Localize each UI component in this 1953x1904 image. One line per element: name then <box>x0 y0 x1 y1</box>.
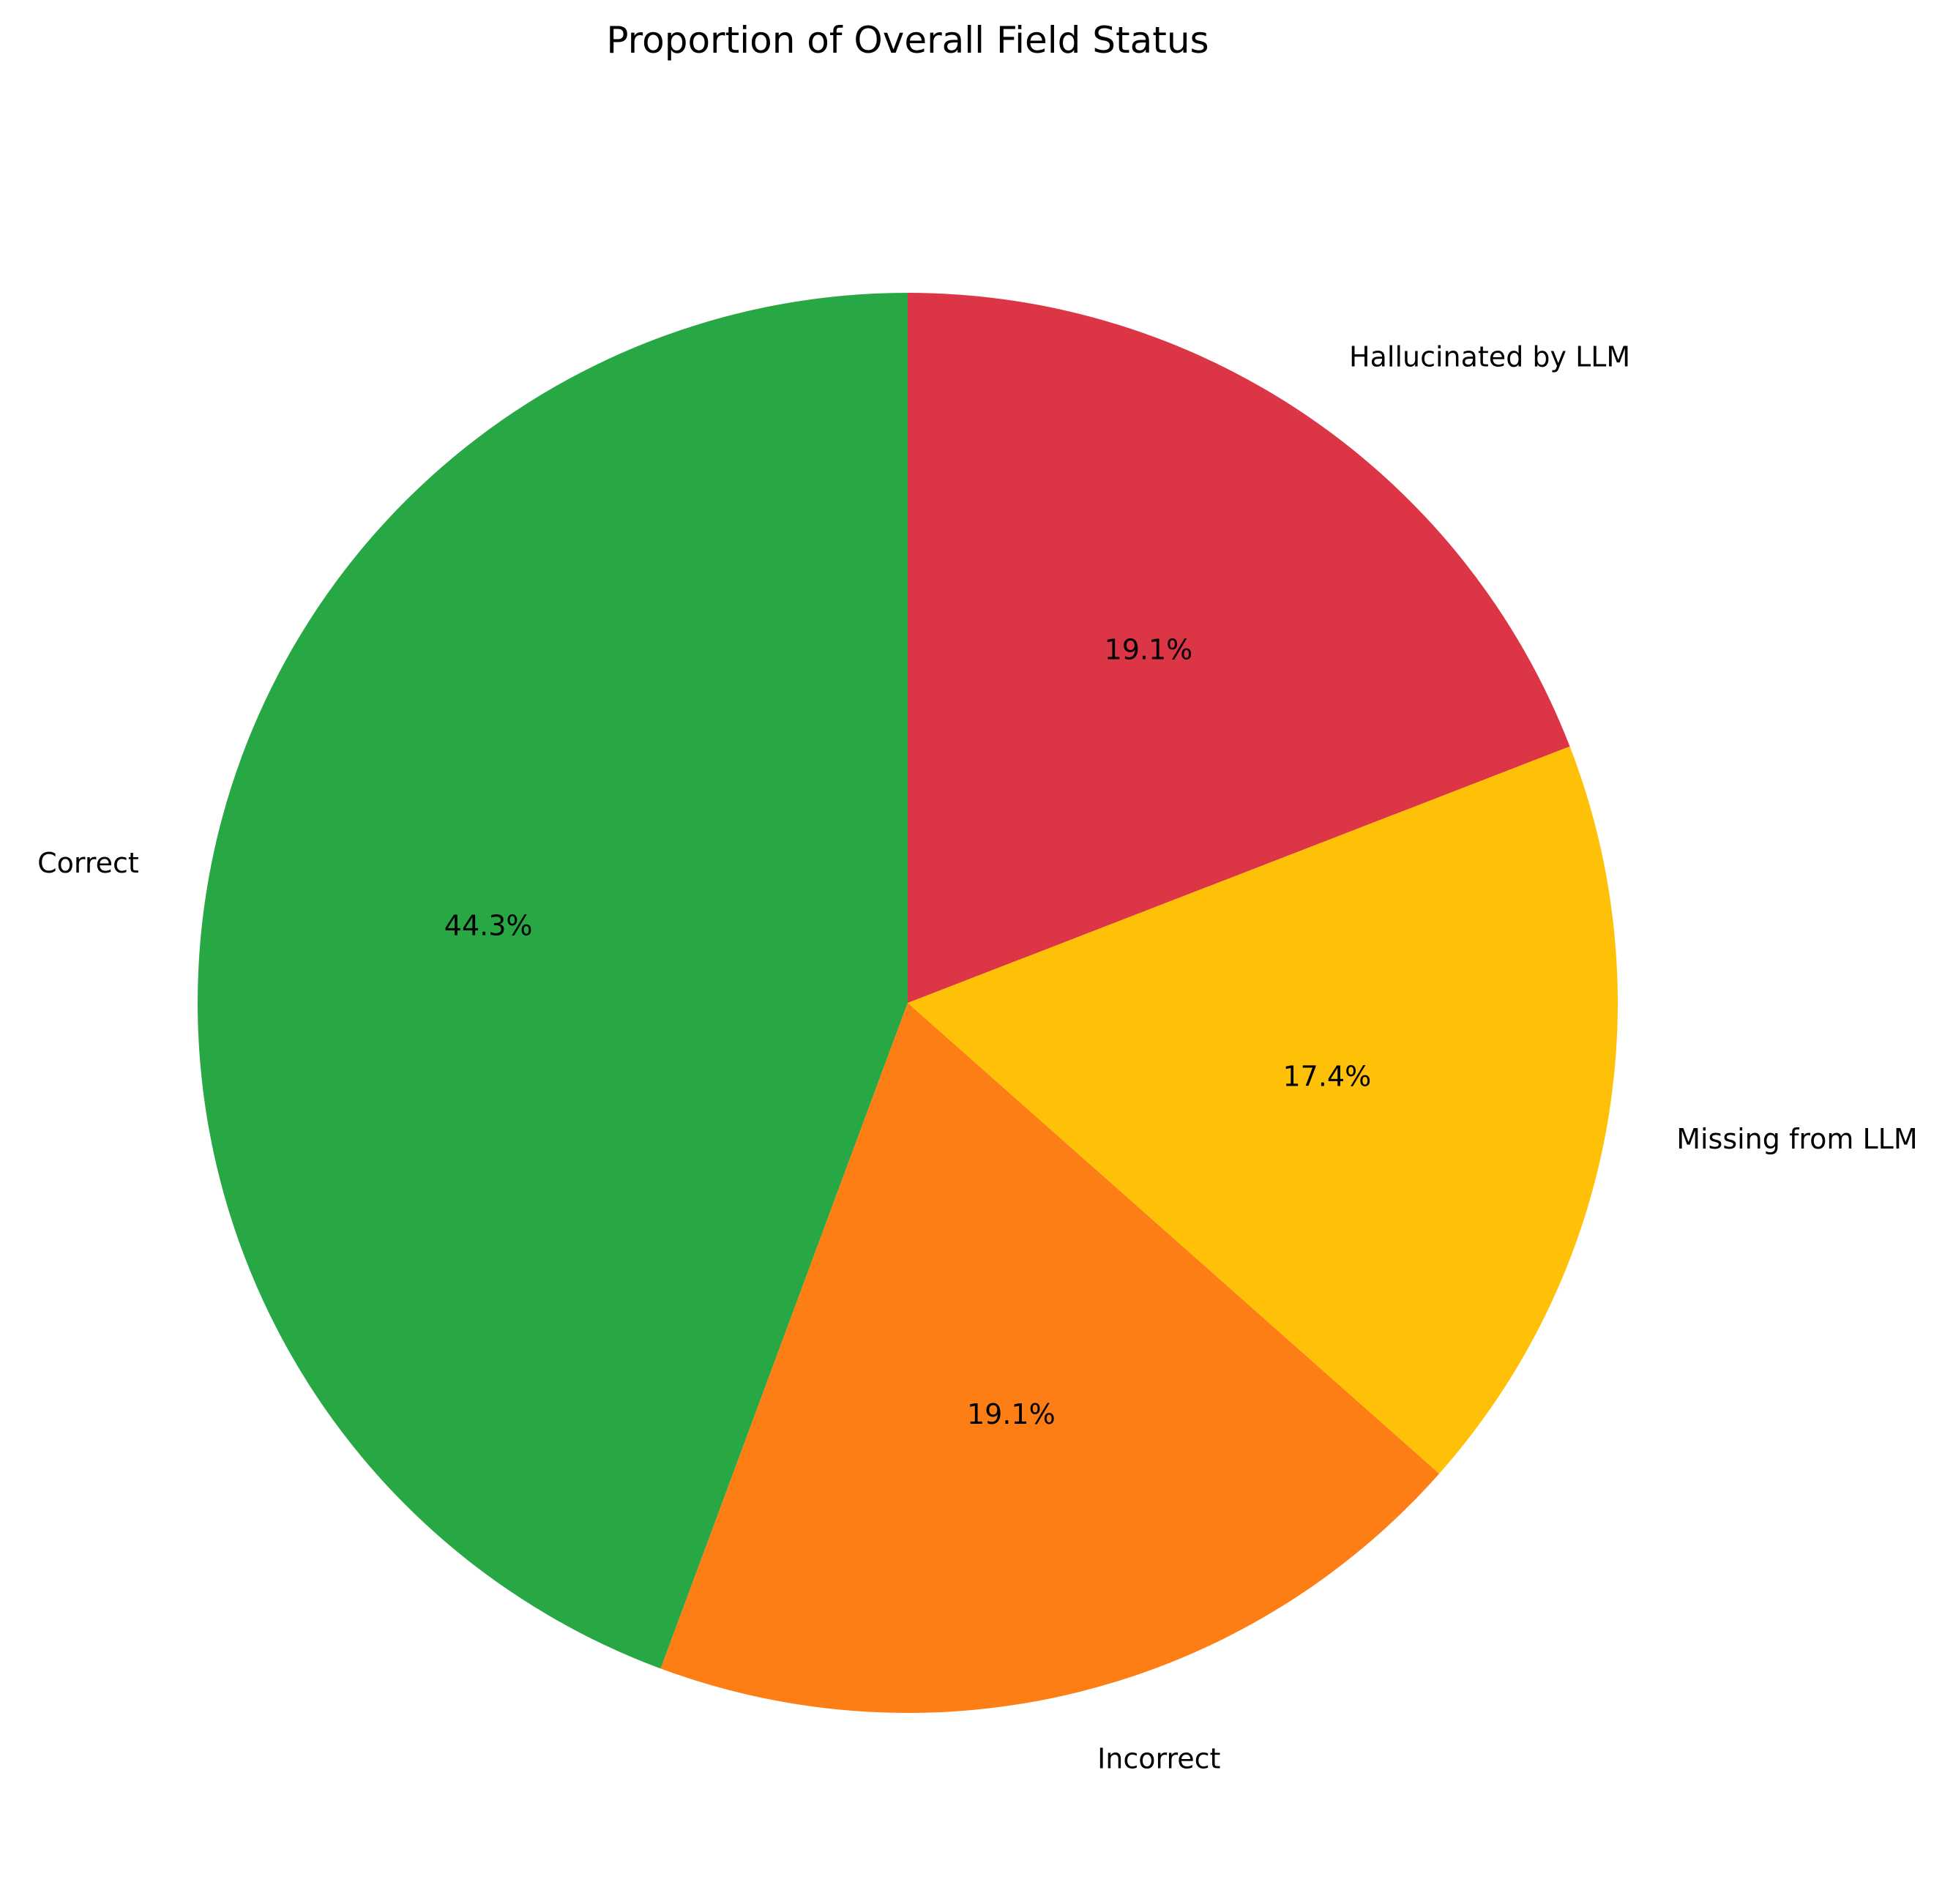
pie-labels: Correct 44.3% Incorrect 19.1% Missing from L… <box>37 340 1918 1774</box>
slice-label-correct: Correct <box>37 847 139 879</box>
pie-slice-incorrect <box>660 1003 1440 1713</box>
slice-label-hallucinated-by-llm: Hallucinated by LLM <box>1349 340 1630 373</box>
pie-slices <box>198 293 1618 1713</box>
slice-pct-incorrect: 19.1% <box>967 1398 1056 1430</box>
pie-slice-missing-from-llm <box>908 746 1618 1474</box>
slice-pct-correct: 44.3% <box>444 910 533 942</box>
slice-label-missing-from-llm: Missing from LLM <box>1676 1123 1917 1155</box>
slice-label-incorrect: Incorrect <box>1097 1743 1220 1775</box>
pie-slice-correct <box>198 293 908 1669</box>
chart-title: Proportion of Overall Field Status <box>606 19 1209 61</box>
pie-slice-hallucinated-by-llm <box>908 293 1570 1003</box>
slice-pct-hallucinated-by-llm: 19.1% <box>1105 633 1193 665</box>
slice-pct-missing-from-llm: 17.4% <box>1282 1060 1371 1092</box>
